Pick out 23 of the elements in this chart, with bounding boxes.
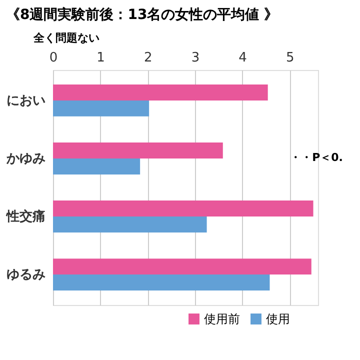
- bar: [53, 216, 207, 232]
- x-tick-label: 5: [286, 50, 294, 66]
- y-tick-label: におい: [6, 93, 46, 108]
- bar: [53, 258, 312, 275]
- chart-title: 《8週間実験前後：13名の女性の平均値 》: [6, 6, 278, 23]
- x-tick-label: 1: [96, 50, 105, 66]
- bar: [53, 200, 314, 217]
- bar: [53, 100, 150, 116]
- legend-label: 使用: [266, 312, 290, 326]
- bar: [53, 274, 270, 290]
- legend-label: 使用前: [204, 312, 240, 326]
- y-tick-label: かゆみ: [6, 151, 46, 166]
- y-tick-label: ゆるみ: [6, 268, 46, 283]
- annotation: ・・P＜0.: [290, 151, 343, 164]
- x-tick-label: 2: [144, 50, 152, 66]
- bar: [53, 158, 140, 174]
- x-tick-label: 4: [238, 50, 247, 66]
- x-tick-label: 0: [49, 50, 58, 66]
- x-tick-label: 3: [191, 50, 200, 66]
- y-tick-label: 性交痛: [6, 208, 46, 225]
- bar: [53, 142, 223, 158]
- x-axis-title: 全く問題ない: [32, 32, 100, 44]
- bar: [53, 84, 268, 100]
